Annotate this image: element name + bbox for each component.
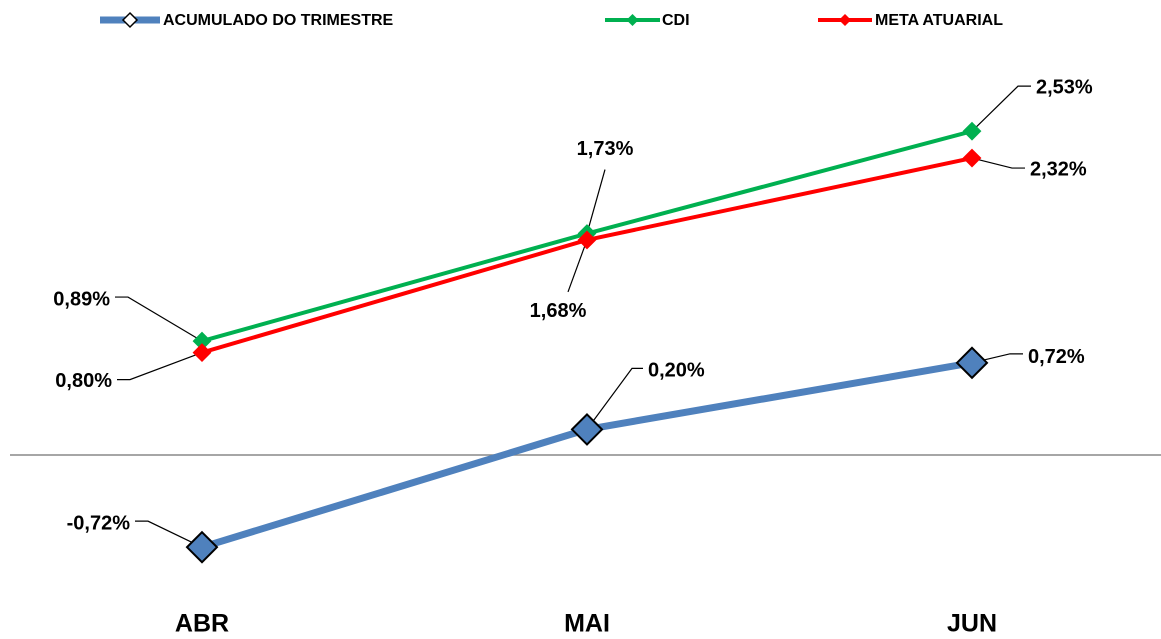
x-tick-label: JUN xyxy=(947,610,997,638)
legend-label: CDI xyxy=(662,12,690,29)
leader-line xyxy=(971,85,1031,132)
x-tick-label: ABR xyxy=(175,610,229,638)
leader-line xyxy=(135,520,203,548)
marker xyxy=(570,412,604,446)
data-label: 0,20% xyxy=(648,360,705,382)
legend-marker xyxy=(626,13,639,27)
leader-line xyxy=(567,239,588,293)
leader-line xyxy=(586,367,643,430)
x-tick-label: MAI xyxy=(564,610,610,638)
legend-label: META ATUARIAL xyxy=(875,12,1003,29)
marker xyxy=(955,346,989,380)
marker xyxy=(962,121,982,141)
leader-line xyxy=(117,352,203,381)
marker xyxy=(192,343,212,363)
data-label: 0,72% xyxy=(1028,346,1085,368)
marker xyxy=(962,148,982,168)
leader-line xyxy=(971,157,1025,169)
legend-marker xyxy=(838,13,852,27)
data-label: 1,73% xyxy=(577,138,634,160)
leader-line xyxy=(115,296,203,342)
data-label: -0,72% xyxy=(67,512,131,534)
data-label: 0,89% xyxy=(53,288,110,310)
data-label: 2,53% xyxy=(1036,76,1093,98)
data-label: 0,80% xyxy=(55,370,112,392)
legend-marker xyxy=(121,11,139,29)
legend-label: ACUMULADO DO TRIMESTRE xyxy=(163,12,394,29)
marker xyxy=(185,530,219,564)
data-label: 1,68% xyxy=(530,300,587,322)
data-label: 2,32% xyxy=(1030,158,1087,180)
leader-line xyxy=(586,169,606,234)
series-line xyxy=(201,156,973,355)
marker xyxy=(577,230,597,250)
